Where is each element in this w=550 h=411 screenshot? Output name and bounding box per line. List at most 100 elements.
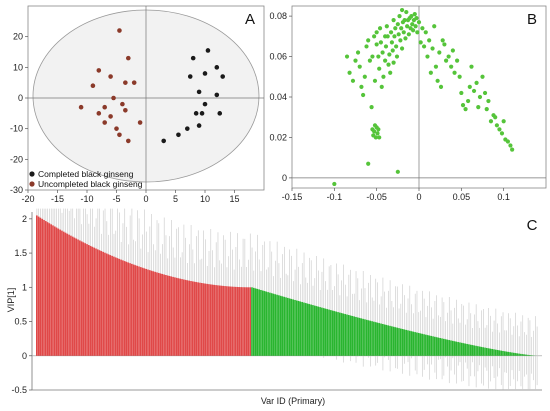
vip-bar-green (496, 349, 499, 356)
vip-bar-green (434, 336, 436, 356)
vip-bar-red (39, 217, 42, 356)
vip-bar-green (484, 347, 486, 356)
vip-bar-green (505, 351, 508, 356)
panel-b-ytick-label: 0 (282, 173, 287, 183)
vip-bar-green (417, 332, 420, 356)
vip-bar-green (295, 300, 298, 356)
vip-bar-green (358, 317, 361, 356)
loading-point (452, 70, 457, 75)
vip-bar-red (53, 226, 56, 356)
loading-point (373, 135, 378, 140)
vip-bar-red (238, 287, 241, 356)
panel-b-axes: -0.15 -0.1 -0.05 0 0.05 0.1 0 0.02 0.04 0.06 0.08 (269, 6, 546, 202)
vip-bar-green (399, 328, 402, 356)
vip-bar-red (147, 269, 149, 356)
vip-bar-red (150, 270, 153, 356)
loading-point (364, 44, 369, 49)
loading-point (403, 36, 408, 41)
vip-bar-red (240, 287, 243, 356)
vip-bar-green (344, 314, 347, 356)
loading-point (370, 54, 375, 59)
vip-bar-green (410, 331, 413, 356)
vip-bar-red (91, 246, 94, 356)
vip-bar-red (123, 261, 126, 356)
vip-bar-green (448, 340, 451, 356)
vip-bar-green (387, 325, 390, 356)
loading-point (385, 34, 390, 39)
loading-point (416, 20, 422, 25)
loading-point (467, 84, 472, 89)
loading-point (499, 131, 505, 136)
loading-point (372, 78, 378, 83)
vip-bar-green (482, 347, 485, 356)
uncompleted-sample-point (137, 120, 143, 125)
uncompleted-sample-point (126, 55, 131, 61)
loading-point (372, 129, 377, 134)
loading-point (394, 54, 400, 59)
vip-bar-red (41, 218, 44, 356)
vip-bar-red (43, 219, 45, 356)
loading-point (450, 48, 455, 53)
vip-bar-red (129, 263, 131, 356)
vip-bar-green (360, 318, 363, 356)
vip-bar-green (371, 321, 373, 356)
vip-bar-red (127, 262, 130, 356)
vip-bar-green (421, 333, 424, 356)
vip-bar-green (469, 344, 472, 356)
vip-bar-red (141, 267, 144, 356)
vip-bar-red (172, 276, 174, 356)
vip-bar-green (521, 354, 524, 356)
vip-bar-green (272, 293, 275, 356)
panel-a-xtick-label: 5 (173, 194, 178, 204)
vip-bar-red (143, 268, 146, 356)
loading-point (409, 14, 414, 19)
loading-point (383, 58, 388, 63)
vip-bar-red (116, 258, 119, 356)
vip-bar-green (256, 288, 259, 356)
uncompleted-sample-point (123, 80, 128, 85)
vip-bar-red (134, 265, 137, 356)
vip-bar-red (125, 261, 128, 356)
vip-bar-green (287, 297, 289, 356)
vip-bar-green (301, 302, 303, 356)
loading-point (394, 44, 399, 49)
vip-bar-green (313, 305, 316, 356)
vip-bar-green (520, 353, 522, 356)
vip-bar-red (174, 277, 176, 356)
vip-bar-green (396, 327, 399, 356)
completed-sample-point (161, 138, 166, 144)
vip-bar-red (188, 280, 191, 356)
vip-bar-green (281, 296, 284, 356)
uncompleted-sample-point (90, 83, 96, 89)
loading-point (477, 94, 483, 100)
vip-bar-green (338, 312, 341, 356)
uncompleted-sample-point (111, 95, 116, 101)
vip-bar-green (303, 302, 305, 356)
uncompleted-sample-point (96, 111, 102, 116)
loading-point (390, 48, 395, 53)
loading-point (332, 181, 337, 187)
vip-bar-red (77, 239, 79, 356)
vip-bar-red (202, 283, 205, 356)
loading-point (381, 74, 386, 79)
loading-point (399, 7, 405, 13)
loading-point (428, 70, 433, 75)
vip-bar-green (317, 306, 320, 356)
vip-bar-green (525, 354, 528, 356)
vip-bar-green (507, 351, 510, 356)
vip-bar-red (156, 272, 158, 356)
loading-point (399, 26, 404, 31)
vip-bar-green (401, 329, 404, 356)
vip-bar-red (249, 287, 251, 356)
vip-bar-green (385, 324, 388, 356)
vip-bar-green (516, 353, 519, 356)
panel-b-loading-plot: -0.15 -0.1 -0.05 0 0.05 0.100.020.040.060.08 … (269, 5, 547, 202)
loading-point (379, 84, 384, 89)
vip-bar-red (68, 234, 70, 356)
loading-point (480, 74, 485, 79)
vip-bar-red (132, 264, 135, 356)
vip-bar-green (369, 320, 372, 356)
loading-point (376, 127, 381, 132)
vip-bar-green (319, 307, 321, 356)
